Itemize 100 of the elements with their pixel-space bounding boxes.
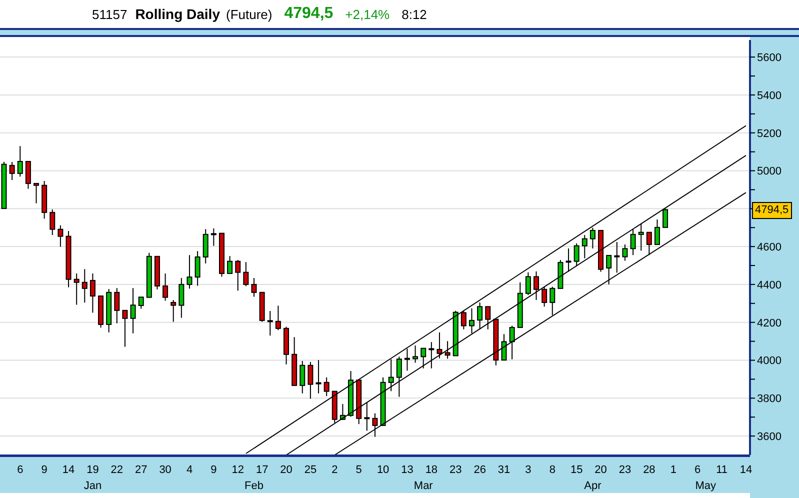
y-tick-label: 4400 [757, 279, 782, 292]
candlestick [308, 361, 314, 400]
candlestick [436, 332, 442, 359]
y-tick-label: 5400 [757, 90, 782, 102]
candlestick [122, 310, 128, 348]
x-tick-label: 15 [570, 464, 583, 476]
candlestick [162, 272, 168, 302]
x-tick-label: 25 [304, 464, 317, 476]
candlestick [114, 288, 120, 324]
candlestick [622, 244, 628, 262]
chart-title: Rolling Daily [135, 6, 220, 22]
candlestick [468, 308, 474, 334]
x-tick-label: 23 [450, 464, 462, 476]
x-tick-label: 12 [232, 464, 244, 476]
candlestick [324, 376, 330, 397]
x-tick-label: 9 [41, 464, 48, 476]
candlestick [300, 360, 306, 394]
x-tick-label: 30 [159, 464, 172, 476]
candlestick [460, 310, 466, 330]
x-tick-label: 22 [110, 464, 124, 476]
candlestick [17, 146, 23, 178]
candlestick [74, 272, 80, 306]
candlestick [388, 358, 394, 392]
x-tick-label: 1 [670, 464, 676, 476]
y-tick-label: 4600 [757, 241, 782, 254]
candlestick [267, 310, 273, 336]
candlestick [638, 222, 644, 252]
candlestick [614, 242, 620, 274]
candlestick [251, 278, 257, 298]
text: +2,14% [345, 6, 390, 22]
x-tick-label: 10 [376, 464, 390, 476]
x-tick-label: 18 [425, 464, 438, 476]
x-tick-label: 8 [549, 464, 556, 476]
candlestick [444, 340, 450, 360]
candlestick [130, 288, 136, 334]
x-tick-label: 13 [401, 464, 414, 476]
x-tick-label: 31 [498, 464, 510, 476]
text: Apr [584, 480, 602, 492]
x-tick-label: 5 [356, 464, 362, 476]
candlestick [509, 325, 515, 360]
candlestick [364, 402, 370, 432]
x-tick-label: 17 [256, 464, 268, 476]
candlestick [630, 229, 636, 256]
candlestick [396, 356, 402, 398]
y-tick-label: 4200 [757, 317, 782, 330]
x-tick-label: 4 [186, 464, 193, 476]
candlestick [138, 296, 144, 310]
candlestick [227, 256, 233, 274]
x-tick-label: 27 [135, 464, 148, 476]
x-tick-label: 28 [643, 464, 656, 476]
x-tick-label: 19 [86, 464, 99, 476]
candlestick [82, 268, 88, 304]
candlestick [606, 254, 612, 285]
candlestick [428, 342, 434, 369]
candlestick [654, 218, 660, 245]
candlestick [542, 286, 548, 308]
candlestick [316, 360, 322, 394]
annotation: 4794,5 [752, 202, 792, 219]
candlestick [235, 260, 241, 292]
candlestick [525, 272, 531, 296]
candlestick [534, 270, 540, 300]
y-tick-label: 5000 [757, 166, 782, 178]
candlestick [170, 299, 176, 322]
candlestick [404, 348, 410, 372]
candlestick [477, 302, 483, 330]
candlestick [582, 234, 588, 259]
text: Feb [244, 480, 264, 492]
candlestick [420, 348, 426, 369]
text: Jan [84, 480, 102, 492]
y-tick-label: 3600 [757, 430, 782, 443]
x-tick-label: 6 [694, 464, 701, 476]
candlestick [590, 227, 596, 249]
candlestick [550, 286, 556, 316]
candlestick [574, 242, 580, 267]
candlestick [25, 160, 31, 190]
candlestick [566, 248, 572, 272]
text: Mar [414, 480, 434, 492]
candlestick [501, 334, 507, 361]
candlestick [202, 228, 208, 264]
candlestick [412, 344, 418, 364]
y-tick-label: 5600 [757, 52, 782, 64]
x-tick-label: 3 [525, 464, 532, 476]
candlestick [34, 182, 40, 204]
text: May [695, 480, 717, 492]
x-tick-label: 14 [62, 464, 75, 476]
text: 8:12 [402, 6, 427, 22]
text: 51157 [92, 6, 128, 22]
x-tick-label: 23 [618, 464, 632, 476]
candlestick [210, 228, 216, 246]
x-tick-label: 2 [332, 464, 338, 476]
candlestick [50, 208, 56, 236]
candlestick [9, 162, 15, 181]
text: 4794,5 [284, 5, 334, 23]
x-tick-label: 11 [716, 464, 728, 476]
candlestick [90, 272, 96, 314]
candlestick [58, 224, 64, 248]
candlestick [485, 306, 491, 330]
candlestick [186, 254, 192, 290]
chart-subtitle: (Future) [226, 6, 272, 22]
y-tick-label: 3800 [757, 393, 782, 406]
